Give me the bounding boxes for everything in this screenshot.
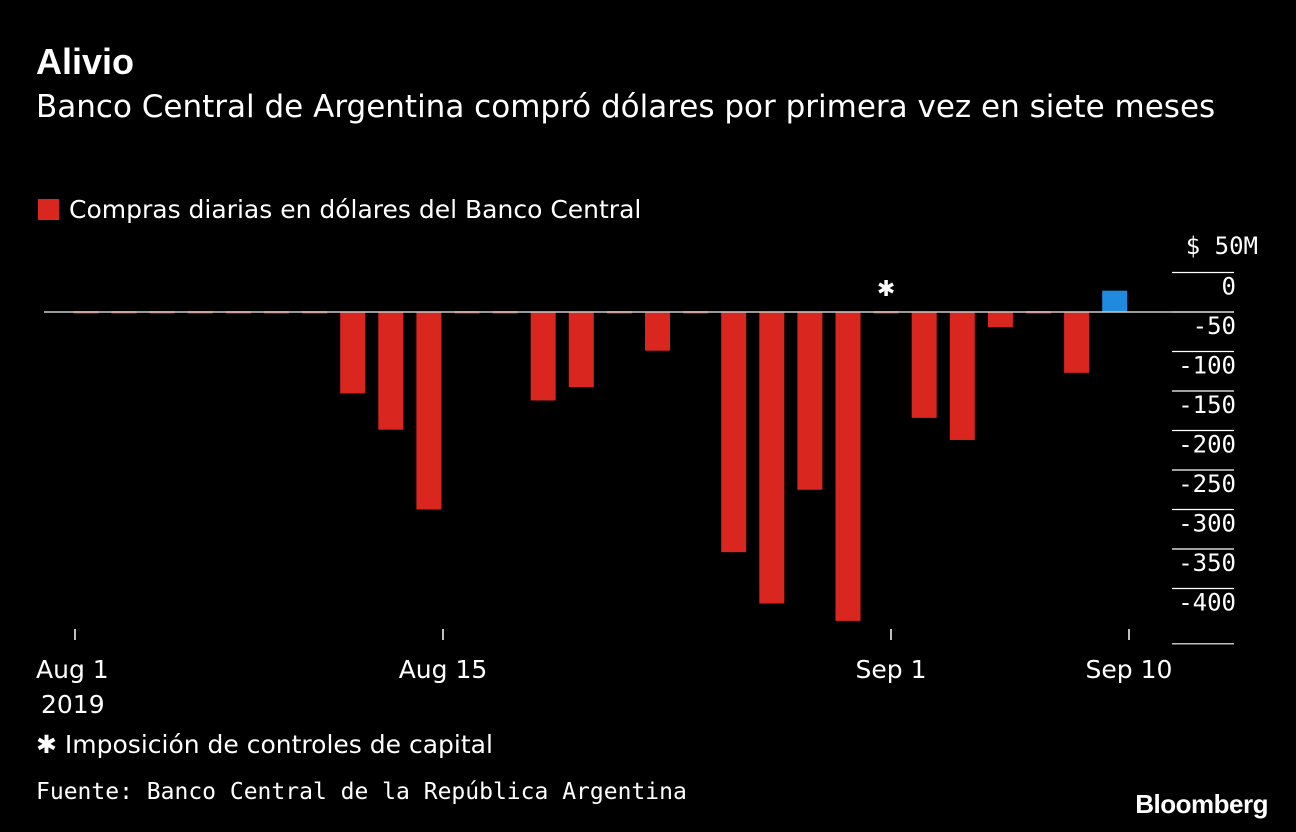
bar — [949, 312, 975, 440]
bar — [645, 312, 670, 351]
bar — [340, 312, 366, 394]
source-note: Fuente: Banco Central de la República Ar… — [36, 779, 687, 805]
footnote-text: Imposición de controles de capital — [64, 730, 493, 759]
y-unit-label: $ 50M — [1186, 232, 1258, 260]
y-tick-label: -250 — [1178, 470, 1236, 498]
legend-swatch — [38, 199, 59, 220]
asterisk-icon: ✱ — [36, 730, 57, 759]
y-tick-label: -150 — [1178, 391, 1236, 419]
bar — [530, 312, 556, 401]
x-tick-label: Sep 1 — [856, 655, 927, 684]
bloomberg-logo: Bloomberg — [1135, 789, 1268, 819]
legend: Compras diarias en dólares del Banco Cen… — [38, 195, 641, 224]
legend-label: Compras diarias en dólares del Banco Cen… — [69, 195, 642, 224]
x-tick-label: Sep 10 — [1086, 655, 1173, 684]
bar — [911, 312, 937, 418]
bar — [1064, 312, 1090, 373]
bar — [378, 312, 404, 430]
bar — [721, 312, 747, 553]
bar — [987, 312, 1013, 328]
bar — [568, 312, 594, 388]
y-tick-label: -350 — [1178, 549, 1236, 577]
bar — [416, 312, 442, 510]
footnote: ✱ Imposición de controles de capital — [36, 730, 493, 759]
capital-controls-marker-icon: ✱ — [877, 277, 895, 302]
y-tick-label: -50 — [1193, 312, 1236, 340]
y-tick-label: -300 — [1178, 510, 1236, 538]
bar — [1102, 290, 1128, 312]
bar — [797, 312, 823, 490]
y-tick-label: -200 — [1178, 431, 1236, 459]
y-tick-label: 0 — [1222, 273, 1236, 301]
y-tick-label: -100 — [1178, 352, 1236, 380]
y-tick-label: -400 — [1178, 589, 1236, 617]
y-tick-labels: 0 -50 -100 -150 -200 -250 -300 -350 -400 — [1178, 273, 1236, 617]
x-tick-label: Aug 15 — [399, 655, 488, 684]
x-tick-label: Aug 1 — [36, 655, 109, 684]
x-axis: Aug 1 Aug 15 Sep 1 Sep 10 2019 — [36, 629, 1172, 719]
chart-title: Alivio — [36, 41, 135, 82]
bar — [759, 312, 785, 604]
chart-subtitle: Banco Central de Argentina compró dólare… — [36, 89, 1216, 125]
bars — [73, 290, 1128, 621]
bar — [835, 312, 861, 621]
x-year-label: 2019 — [41, 690, 105, 719]
